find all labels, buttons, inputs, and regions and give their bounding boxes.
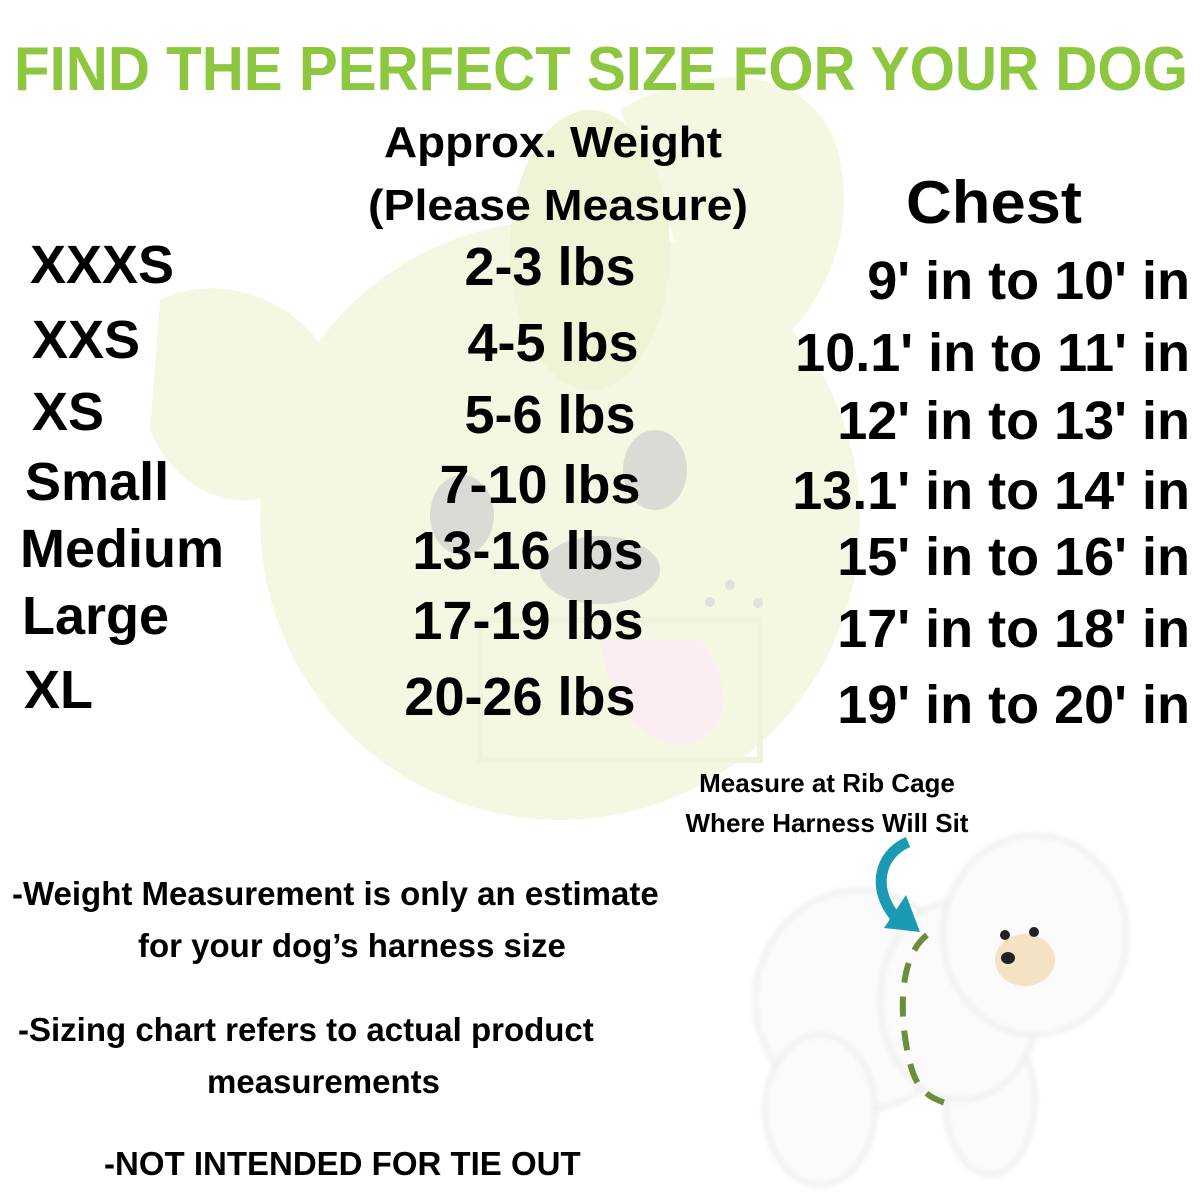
chest-value: 12' in to 13' in [837,391,1190,451]
chest-value: 19' in to 20' in [837,675,1190,735]
size-label: Medium [20,519,225,579]
weight-value: 20-26 lbs [404,667,636,727]
chest-value: 17' in to 18' in [837,599,1190,659]
chest-value: 9' in to 10' in [867,251,1190,311]
measure-caption-line2: Where Harness Will Sit [685,808,969,838]
weight-header-line1: Approx. Weight [384,118,722,167]
note-sizing-line2: measurements [207,1063,440,1100]
size-label: XXXS [30,235,175,295]
table-headers: Approx. Weight (Please Measure) Chest [368,118,1082,236]
page-title: FIND THE PERFECT SIZE FOR YOUR DOG [14,35,1188,104]
size-label: XL [24,660,94,720]
size-label: XS [32,382,105,442]
size-label: Large [22,586,170,646]
weight-value: 13-16 lbs [412,521,644,581]
weight-value: 7-10 lbs [439,455,641,515]
note-tie-out: -NOT INTENDED FOR TIE OUT [104,1145,581,1182]
weight-value: 2-3 lbs [464,237,636,297]
note-sizing-line1: -Sizing chart refers to actual product [18,1011,594,1048]
size-label: Small [25,452,170,512]
note-weight-line1: -Weight Measurement is only an estimate [12,875,659,912]
chest-header: Chest [906,169,1082,236]
weight-value: 4-5 lbs [467,313,639,373]
weight-header-line2: (Please Measure) [368,181,748,230]
chest-value: 15' in to 16' in [837,527,1190,587]
measure-caption-line1: Measure at Rib Cage [699,768,955,798]
weight-value: 17-19 lbs [412,591,644,651]
svg-text:FIND THE PERFECT SIZE FOR YOUR: FIND THE PERFECT SIZE FOR YOUR DOG [14,35,1188,104]
chest-value: 10.1' in to 11' in [795,323,1190,383]
note-weight-line2: for your dog’s harness size [138,927,566,964]
chest-value: 13.1' in to 14' in [792,461,1190,521]
size-label: XXS [32,310,141,370]
weight-value: 5-6 lbs [464,385,636,445]
